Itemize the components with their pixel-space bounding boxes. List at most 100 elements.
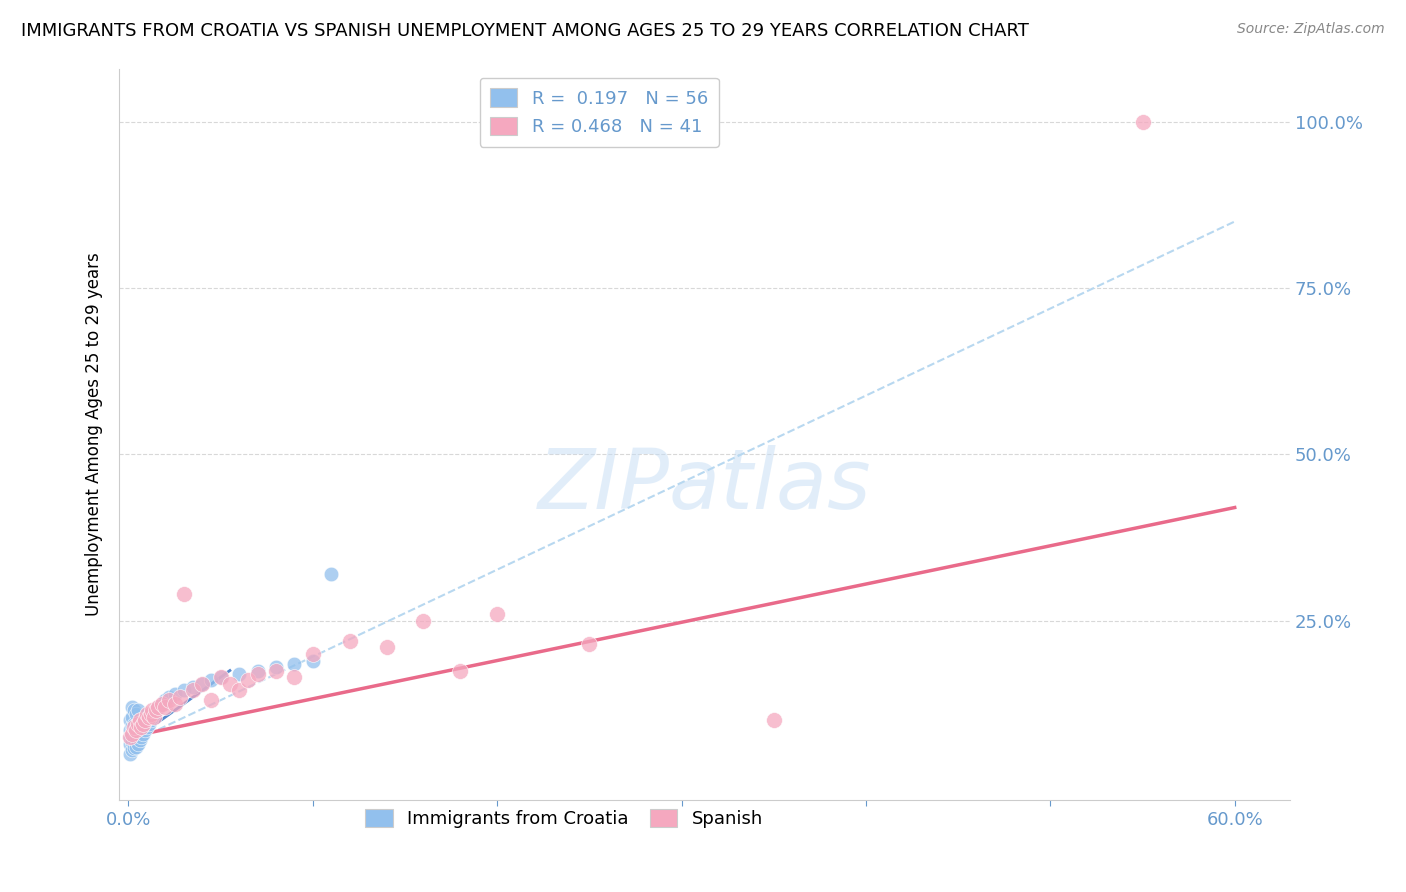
Point <box>339 633 361 648</box>
Point <box>155 693 177 707</box>
Point <box>283 657 305 671</box>
Point <box>302 654 325 668</box>
Point <box>121 727 143 741</box>
Point <box>141 703 163 717</box>
Point <box>125 723 148 738</box>
Point <box>120 723 142 738</box>
Point <box>122 720 145 734</box>
Point <box>134 723 156 738</box>
Point <box>128 714 150 728</box>
Point <box>209 670 232 684</box>
Point <box>191 677 214 691</box>
Point <box>127 703 149 717</box>
Point <box>219 677 242 691</box>
Point <box>449 664 471 678</box>
Point <box>146 700 169 714</box>
Point <box>121 719 143 733</box>
Point <box>125 720 148 734</box>
Text: IMMIGRANTS FROM CROATIA VS SPANISH UNEMPLOYMENT AMONG AGES 25 TO 29 YEARS CORREL: IMMIGRANTS FROM CROATIA VS SPANISH UNEMP… <box>21 22 1029 40</box>
Point <box>132 727 155 741</box>
Point <box>143 710 166 724</box>
Point <box>127 737 149 751</box>
Point <box>120 714 142 728</box>
Point <box>145 703 167 717</box>
Point <box>120 730 142 744</box>
Point <box>139 706 162 721</box>
Text: ZIPatlas: ZIPatlas <box>538 445 872 526</box>
Point <box>169 690 191 705</box>
Point <box>138 716 160 731</box>
Point <box>181 683 204 698</box>
Point <box>131 720 153 734</box>
Point <box>125 739 148 754</box>
Point <box>157 690 180 705</box>
Point <box>134 710 156 724</box>
Point <box>173 683 195 698</box>
Point <box>127 716 149 731</box>
Point <box>120 730 142 744</box>
Point <box>246 666 269 681</box>
Point <box>238 673 260 688</box>
Point <box>121 700 143 714</box>
Point <box>321 567 343 582</box>
Point <box>128 723 150 738</box>
Point <box>122 741 145 756</box>
Point <box>157 693 180 707</box>
Point <box>486 607 509 621</box>
Point <box>121 710 143 724</box>
Point <box>131 716 153 731</box>
Point <box>121 734 143 748</box>
Point <box>412 614 434 628</box>
Point <box>134 714 156 728</box>
Point <box>163 687 186 701</box>
Point <box>246 664 269 678</box>
Point <box>302 647 325 661</box>
Point <box>181 680 204 694</box>
Point <box>150 697 173 711</box>
Point <box>155 700 177 714</box>
Point <box>163 697 186 711</box>
Point <box>120 747 142 761</box>
Point <box>283 670 305 684</box>
Point <box>131 730 153 744</box>
Point <box>122 723 145 738</box>
Point <box>143 706 166 721</box>
Point <box>122 731 145 746</box>
Point <box>150 697 173 711</box>
Point <box>146 700 169 714</box>
Text: Source: ZipAtlas.com: Source: ZipAtlas.com <box>1237 22 1385 37</box>
Point <box>136 706 159 721</box>
Point <box>762 714 785 728</box>
Point <box>173 587 195 601</box>
Point <box>200 693 222 707</box>
Point <box>200 673 222 688</box>
Point <box>145 703 167 717</box>
Point <box>128 733 150 747</box>
Point <box>139 714 162 728</box>
Point <box>136 720 159 734</box>
Point <box>125 706 148 721</box>
Point <box>264 664 287 678</box>
Point <box>136 706 159 721</box>
Point <box>578 637 600 651</box>
Point <box>122 716 145 731</box>
Point <box>120 737 142 751</box>
Point <box>228 666 250 681</box>
Point <box>127 727 149 741</box>
Point <box>264 660 287 674</box>
Point <box>132 714 155 728</box>
Legend: Immigrants from Croatia, Spanish: Immigrants from Croatia, Spanish <box>359 801 770 835</box>
Y-axis label: Unemployment Among Ages 25 to 29 years: Unemployment Among Ages 25 to 29 years <box>86 252 103 616</box>
Point <box>191 677 214 691</box>
Point <box>121 743 143 757</box>
Point <box>138 710 160 724</box>
Point <box>132 716 155 731</box>
Point <box>1132 114 1154 128</box>
Point <box>125 728 148 742</box>
Point <box>127 716 149 731</box>
Point <box>128 714 150 728</box>
Point <box>141 710 163 724</box>
Point <box>122 703 145 717</box>
Point <box>375 640 398 655</box>
Point <box>121 727 143 741</box>
